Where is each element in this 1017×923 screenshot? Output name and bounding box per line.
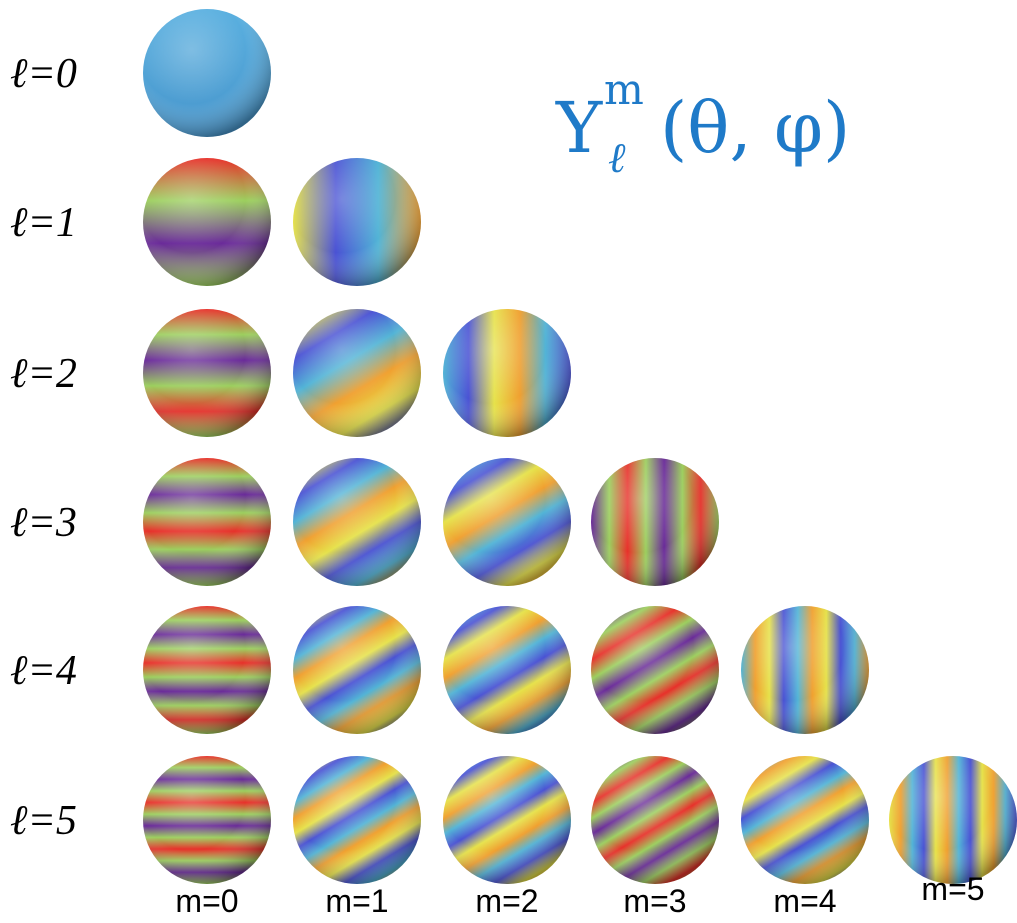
sphere-shading <box>591 458 719 586</box>
sphere-shading <box>143 458 271 586</box>
sphere-shading <box>443 309 571 437</box>
column-label: m=0 <box>175 883 238 919</box>
sphere-shading <box>293 458 421 586</box>
sphere-shading <box>591 606 719 734</box>
sphere-shading <box>143 158 271 286</box>
sphere-shading <box>143 756 271 884</box>
row-label: ℓ=5 <box>10 798 77 844</box>
sphere-shading <box>889 756 1017 884</box>
sphere-shading <box>591 756 719 884</box>
sphere-shading <box>443 458 571 586</box>
sphere-shading <box>293 309 421 437</box>
row-label: ℓ=0 <box>10 51 77 97</box>
title-sup: m <box>604 65 644 114</box>
sphere-shading <box>741 606 869 734</box>
title-base: Y <box>555 87 603 169</box>
row-label: ℓ=4 <box>10 648 77 694</box>
sphere-shading <box>293 756 421 884</box>
row-label: ℓ=2 <box>10 351 77 397</box>
sphere-shading <box>293 158 421 286</box>
title: Y m ℓ (θ, φ) <box>555 65 850 182</box>
sphere-shading <box>143 9 271 137</box>
column-label: m=3 <box>623 883 686 919</box>
column-label: m=2 <box>475 883 538 919</box>
column-label: m=4 <box>773 883 836 919</box>
row-label: ℓ=1 <box>10 200 77 246</box>
row-label: ℓ=3 <box>10 500 77 546</box>
sphere-shading <box>443 606 571 734</box>
sphere-shading <box>293 606 421 734</box>
sphere-shading <box>443 756 571 884</box>
title-sub: ℓ <box>608 133 626 182</box>
title-args: (θ, φ) <box>660 87 850 169</box>
column-label: m=1 <box>325 883 388 919</box>
sphere-shading <box>143 309 271 437</box>
column-label: m=5 <box>921 871 984 907</box>
sphere-shading <box>741 756 869 884</box>
sphere-shading <box>143 606 271 734</box>
